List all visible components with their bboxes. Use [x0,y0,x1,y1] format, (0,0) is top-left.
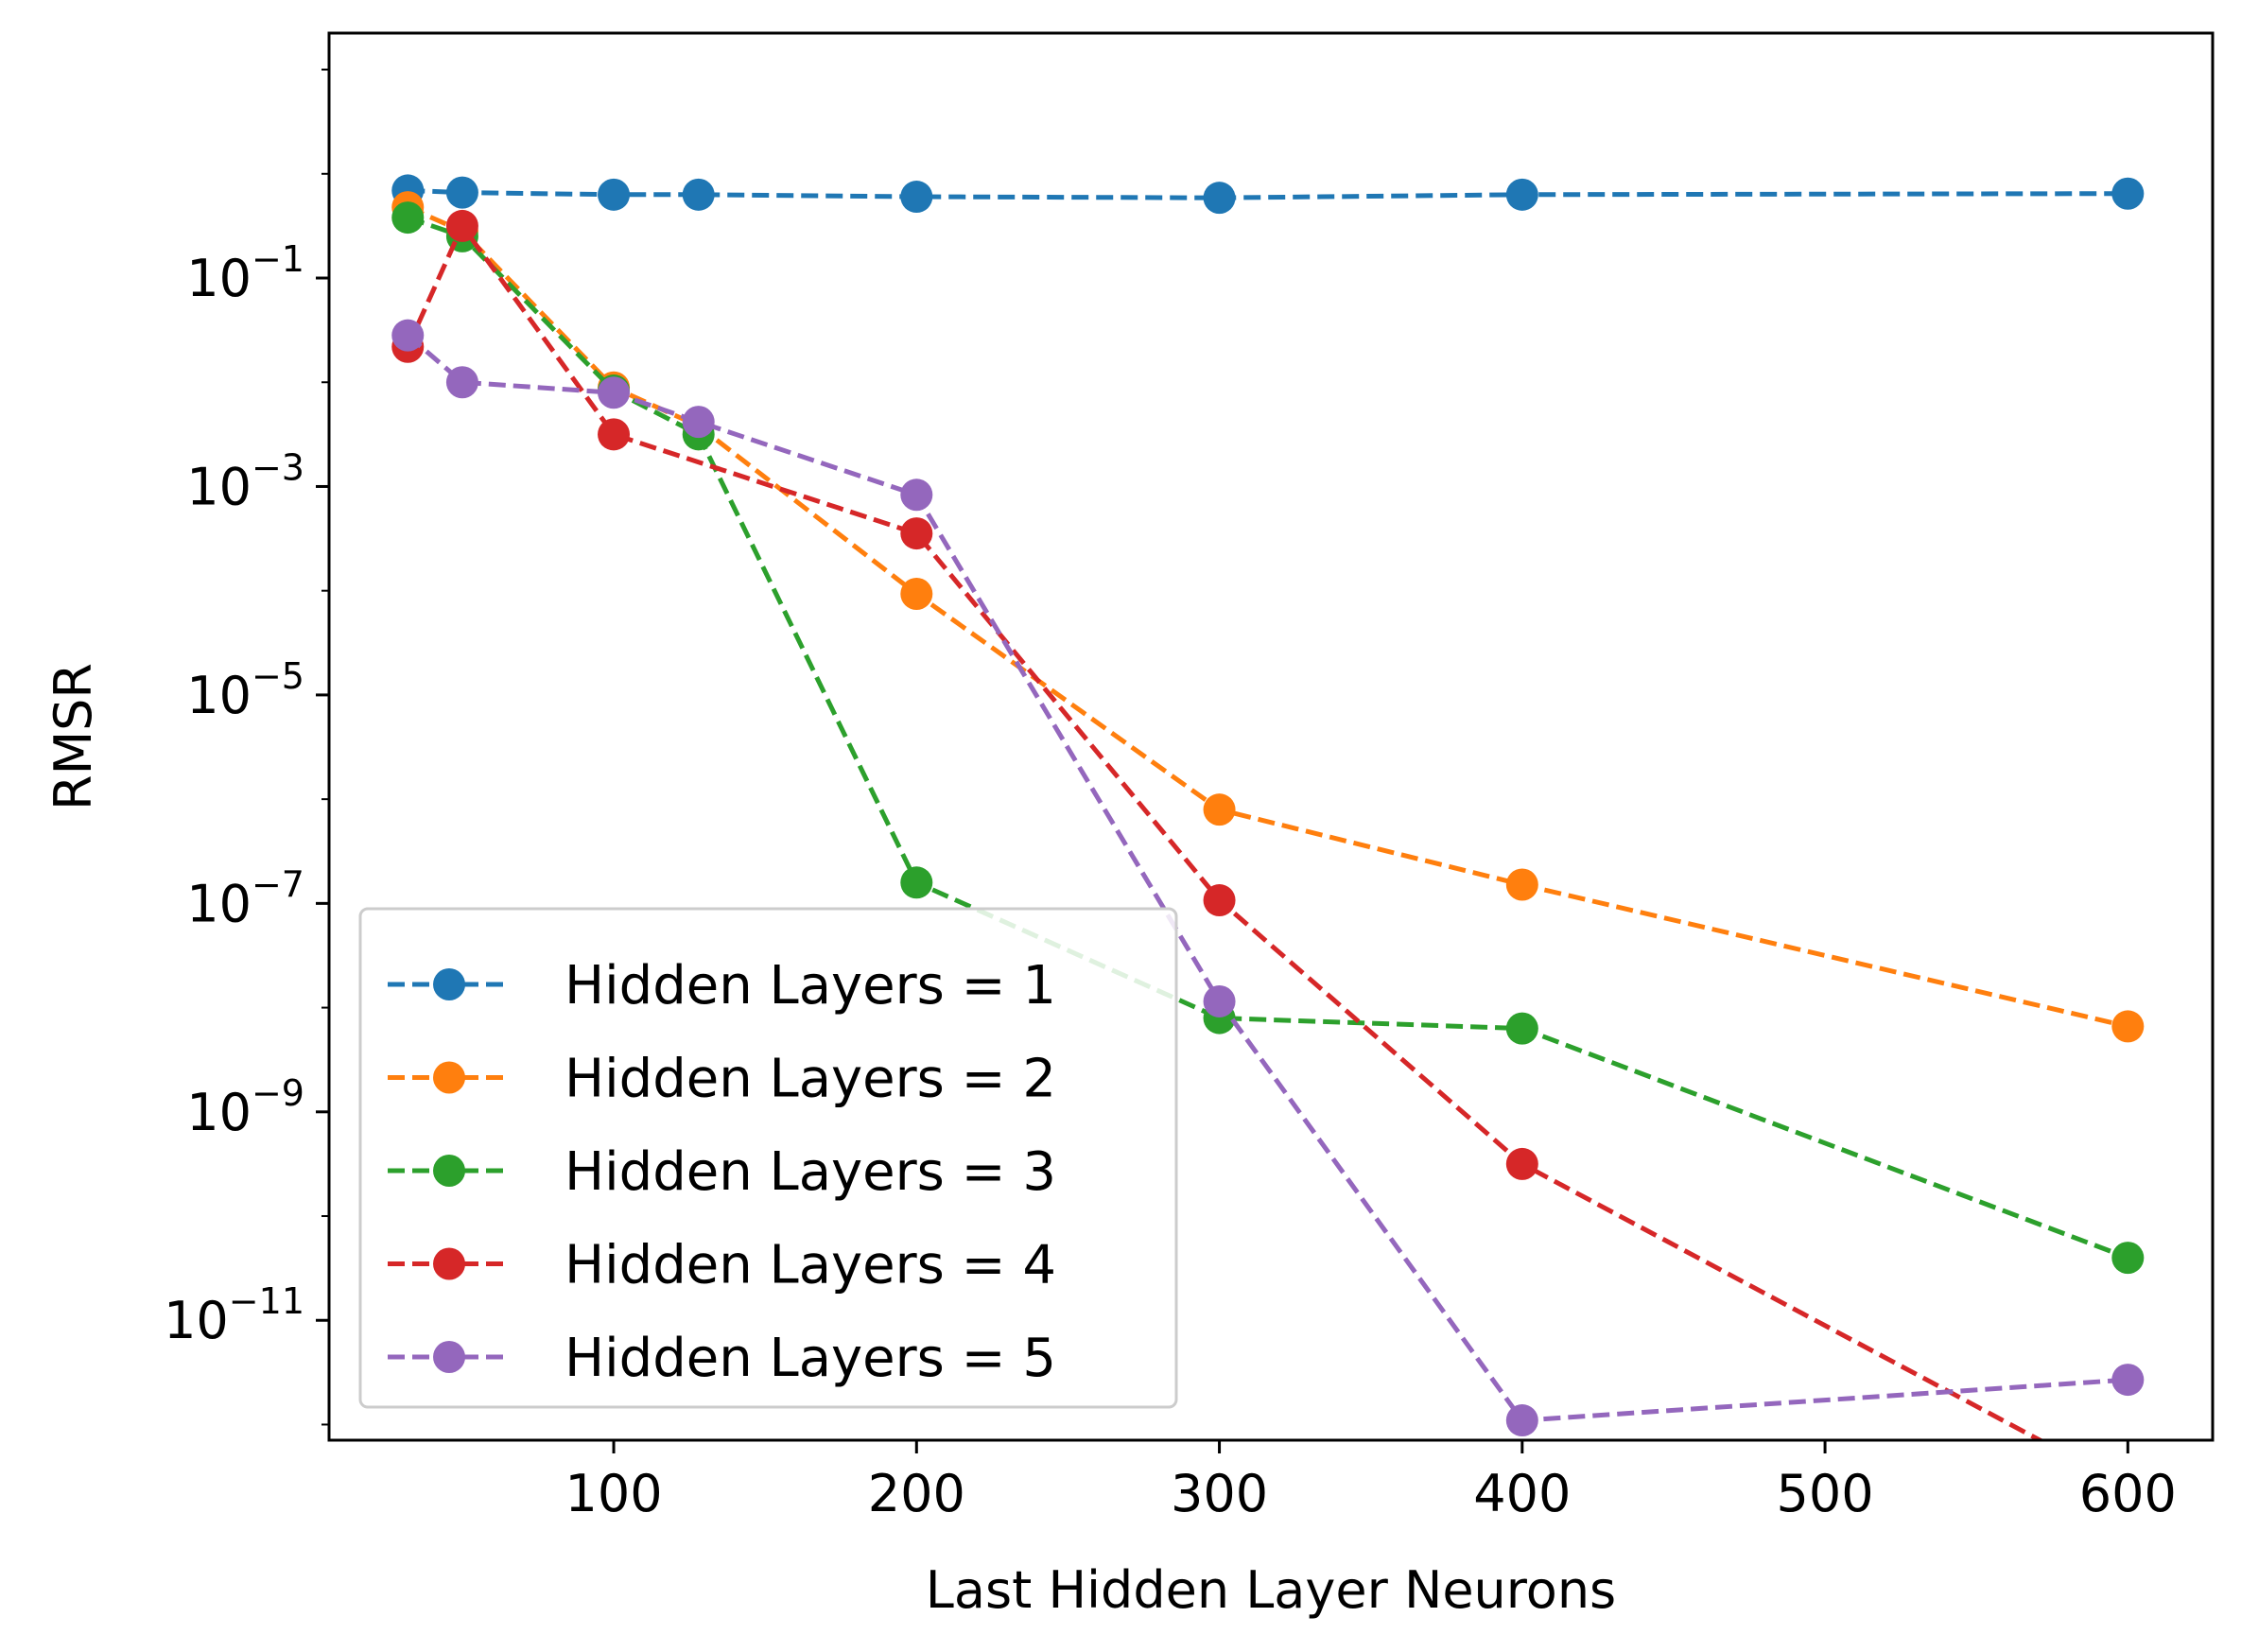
series-1-point [682,178,715,211]
legend-label: Hidden Layers = 1 [565,955,1056,1017]
series-1-point [1203,182,1236,215]
series-5-point [445,366,478,399]
series-5-point [2111,1364,2145,1397]
x-axis-label: Last Hidden Layer Neurons [926,1560,1616,1620]
y-axis: 10−1 10−3 10−5 10−7 10−9 10−11 [164,68,329,1426]
x-axis: 100 200 300 400 500 600 [565,1440,2177,1523]
series-5-point [682,406,715,439]
series-4-point [1203,884,1236,917]
series-5-point [900,478,933,512]
legend-label: Hidden Layers = 4 [565,1235,1056,1296]
y-tick-label: 10−11 [164,1280,304,1350]
legend-entry-5: Hidden Layers = 5 [388,1328,1056,1389]
series-5-point [1505,1404,1538,1437]
series-4-point [598,418,631,451]
series-3-point [1505,1012,1538,1045]
plot-area [327,31,2215,1442]
series-3-point [900,866,933,899]
legend-marker [433,1247,465,1280]
x-tick-label: 200 [868,1464,965,1523]
y-tick-label: 10−5 [186,655,304,725]
series-2-line [407,204,2128,1029]
series-4-point [445,209,478,242]
y-tick-label: 10−3 [186,446,304,516]
series-1-point [2111,177,2145,210]
legend-marker [433,1155,465,1187]
series-4-point [900,517,933,550]
axes-frame [327,31,2215,1442]
series-1-point [598,178,631,211]
series-4-point [1505,1147,1538,1180]
series-1-point [1505,178,1538,211]
y-axis-label: RMSR [43,663,103,810]
legend-entry-1: Hidden Layers = 1 [388,955,1056,1017]
x-tick-label: 100 [565,1464,663,1523]
series-2-point [2111,1010,2145,1043]
legend-label: Hidden Layers = 3 [565,1141,1056,1203]
series-5-point [1203,984,1236,1017]
series-5-line [406,333,2128,1423]
y-tick-label: 10−9 [186,1072,304,1142]
series-5 [391,319,2145,1437]
legend-marker [433,968,465,1000]
series-2-point [1505,868,1538,901]
series-2-point [900,577,933,610]
y-tick-label: 10−7 [186,863,304,933]
legend-label: Hidden Layers = 2 [565,1049,1056,1110]
series-5-point [391,319,425,352]
legend-entry-3: Hidden Layers = 3 [388,1141,1056,1203]
legend-marker [433,1341,465,1373]
series-2-point [1203,793,1236,826]
series-3-point [391,201,425,235]
legend-entry-2: Hidden Layers = 2 [388,1049,1056,1110]
series-3-point [2111,1242,2145,1275]
y-tick-label: 10−1 [186,238,304,308]
legend-label: Hidden Layers = 5 [565,1328,1056,1389]
x-tick-label: 600 [2079,1464,2177,1523]
series-1-point [445,176,478,209]
series-1-line [408,187,2128,200]
legend-entry-4: Hidden Layers = 4 [388,1235,1056,1296]
series-1-point [900,181,933,214]
x-tick-label: 400 [1473,1464,1571,1523]
series-3-line [407,215,2129,1261]
series-5-point [598,376,631,409]
x-tick-label: 300 [1171,1464,1268,1523]
legend-box [358,907,1178,1409]
legend-marker [433,1061,465,1094]
x-tick-label: 500 [1777,1464,1874,1523]
legend: Hidden Layers = 1 Hidden Layers = 2 Hidden… [358,907,1178,1409]
series-layer [391,174,2145,1440]
